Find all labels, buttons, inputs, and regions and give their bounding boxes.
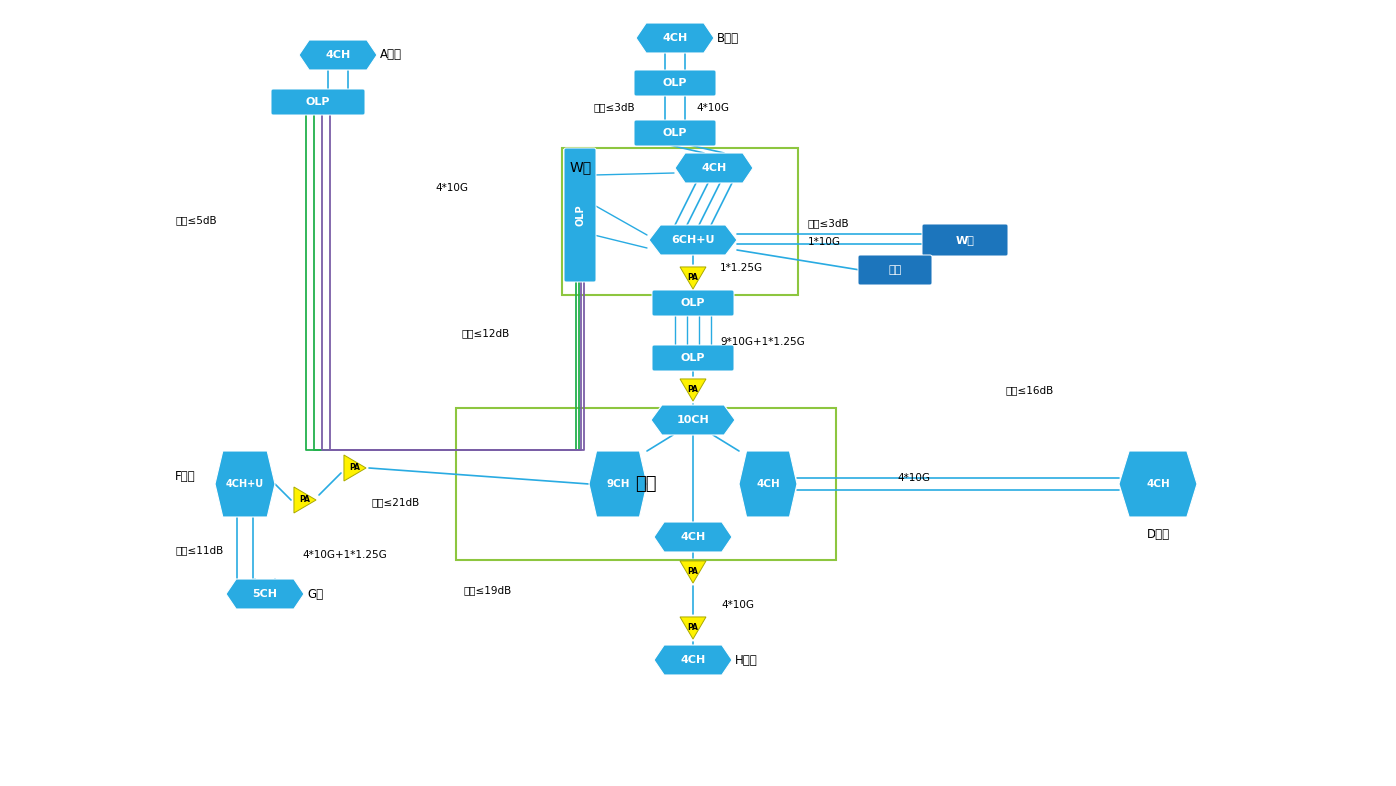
Polygon shape (680, 617, 706, 639)
Text: W局: W局 (570, 160, 592, 174)
Text: PA: PA (688, 274, 698, 282)
Polygon shape (680, 379, 706, 401)
Text: 4*10G: 4*10G (720, 600, 754, 610)
Text: 4CH: 4CH (662, 33, 688, 43)
Polygon shape (226, 579, 304, 609)
Polygon shape (738, 451, 797, 517)
Text: 4CH: 4CH (701, 163, 727, 173)
Polygon shape (1120, 451, 1196, 517)
FancyBboxPatch shape (652, 345, 734, 371)
Text: 损耗≤21dB: 损耗≤21dB (371, 497, 420, 507)
Polygon shape (299, 40, 377, 70)
Text: PA: PA (688, 623, 698, 633)
FancyBboxPatch shape (859, 255, 933, 285)
Polygon shape (653, 522, 732, 552)
Text: W地: W地 (956, 235, 974, 245)
Text: 损耗≤12dB: 损耗≤12dB (462, 328, 511, 338)
Text: OLP: OLP (681, 298, 705, 308)
Text: D煤矿: D煤矿 (1146, 527, 1170, 541)
Text: 4CH+U: 4CH+U (226, 479, 264, 489)
Text: 4*10G: 4*10G (436, 183, 468, 193)
FancyBboxPatch shape (634, 70, 716, 96)
Text: 损耗≤11dB: 损耗≤11dB (174, 545, 223, 555)
Text: 9CH: 9CH (606, 479, 630, 489)
Text: 4*10G: 4*10G (697, 103, 729, 113)
Text: H煤矿: H煤矿 (736, 653, 758, 667)
Text: PA: PA (300, 495, 310, 505)
Text: G地: G地 (307, 587, 322, 601)
Text: 5CH: 5CH (253, 589, 278, 599)
FancyBboxPatch shape (564, 148, 596, 282)
Polygon shape (653, 645, 732, 675)
Text: 损耗≤16dB: 损耗≤16dB (1007, 385, 1054, 395)
Text: 4CH: 4CH (325, 50, 350, 60)
Text: 损耗≤5dB: 损耗≤5dB (176, 215, 218, 225)
Text: 4CH: 4CH (680, 532, 705, 542)
Text: 6CH+U: 6CH+U (671, 235, 715, 245)
FancyBboxPatch shape (921, 224, 1008, 256)
Text: 损耗≤19dB: 损耗≤19dB (463, 585, 511, 595)
Text: 4CH: 4CH (757, 479, 780, 489)
Polygon shape (651, 405, 736, 435)
Polygon shape (649, 225, 737, 255)
Text: 4*10G+1*1.25G: 4*10G+1*1.25G (302, 550, 387, 560)
FancyBboxPatch shape (634, 120, 716, 146)
Text: 总部: 总部 (635, 475, 656, 493)
Text: 4CH: 4CH (1146, 479, 1170, 489)
Text: PA: PA (688, 567, 698, 576)
Text: 1*1.25G: 1*1.25G (720, 263, 764, 273)
Text: 损耗≤3dB: 损耗≤3dB (595, 102, 635, 112)
FancyBboxPatch shape (271, 89, 364, 115)
Polygon shape (680, 267, 706, 289)
Text: 1*10G: 1*10G (808, 237, 840, 247)
Text: 9*10G+1*1.25G: 9*10G+1*1.25G (720, 337, 804, 347)
Text: OLP: OLP (681, 353, 705, 363)
Text: A煤矿: A煤矿 (380, 49, 402, 61)
Polygon shape (676, 153, 752, 183)
Text: 电话: 电话 (888, 265, 902, 275)
Polygon shape (343, 455, 366, 481)
Text: F煤矿: F煤矿 (174, 469, 195, 483)
Text: 4CH: 4CH (680, 655, 705, 665)
Text: OLP: OLP (663, 78, 687, 88)
FancyBboxPatch shape (652, 290, 734, 316)
Text: OLP: OLP (663, 128, 687, 138)
Text: PA: PA (349, 464, 360, 472)
Polygon shape (680, 561, 706, 583)
Text: OLP: OLP (575, 204, 585, 226)
Polygon shape (589, 451, 646, 517)
Text: OLP: OLP (306, 97, 331, 107)
Polygon shape (637, 23, 713, 53)
Text: 10CH: 10CH (677, 415, 709, 425)
Polygon shape (215, 451, 275, 517)
Text: 损耗≤3dB: 损耗≤3dB (808, 218, 850, 228)
Polygon shape (295, 487, 315, 513)
Text: PA: PA (688, 385, 698, 395)
Text: 4*10G: 4*10G (898, 473, 930, 483)
Text: B煤矿: B煤矿 (718, 31, 738, 45)
